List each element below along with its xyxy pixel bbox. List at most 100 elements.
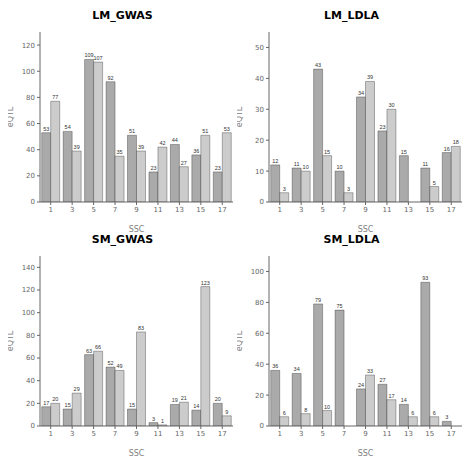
svg-text:10: 10 — [255, 168, 264, 176]
svg-text:SSC: SSC — [358, 225, 374, 232]
svg-text:eQTL: eQTL — [8, 330, 15, 351]
svg-text:39: 39 — [367, 74, 373, 80]
svg-text:10: 10 — [324, 404, 330, 410]
svg-text:14: 14 — [401, 397, 407, 403]
svg-text:107: 107 — [94, 55, 103, 61]
svg-text:51: 51 — [202, 128, 208, 134]
svg-text:3: 3 — [299, 206, 303, 214]
svg-text:1: 1 — [277, 430, 281, 438]
svg-text:20: 20 — [26, 400, 35, 408]
svg-text:11: 11 — [382, 430, 391, 438]
svg-text:5: 5 — [91, 430, 95, 438]
svg-text:5: 5 — [433, 180, 436, 186]
svg-text:30: 30 — [255, 106, 264, 114]
svg-text:15: 15 — [425, 206, 434, 214]
svg-text:120: 120 — [22, 42, 35, 50]
svg-text:66: 66 — [95, 344, 101, 350]
svg-text:3: 3 — [347, 186, 350, 192]
svg-text:39: 39 — [74, 144, 80, 150]
svg-text:60: 60 — [26, 354, 35, 362]
svg-text:3: 3 — [70, 430, 74, 438]
svg-text:SSC: SSC — [358, 449, 374, 456]
svg-text:27: 27 — [181, 160, 187, 166]
svg-text:75: 75 — [336, 303, 342, 309]
svg-text:6: 6 — [433, 410, 436, 416]
svg-text:1: 1 — [161, 418, 164, 424]
svg-text:15: 15 — [129, 402, 135, 408]
svg-text:13: 13 — [404, 430, 413, 438]
svg-text:1: 1 — [277, 206, 281, 214]
svg-text:27: 27 — [379, 377, 385, 383]
svg-text:63: 63 — [86, 348, 92, 354]
svg-text:100: 100 — [22, 309, 35, 317]
svg-text:23: 23 — [379, 124, 385, 130]
svg-text:9: 9 — [363, 206, 367, 214]
svg-text:13: 13 — [404, 206, 413, 214]
svg-text:15: 15 — [196, 206, 205, 214]
svg-text:43: 43 — [315, 62, 321, 68]
svg-text:18: 18 — [453, 139, 459, 145]
svg-text:13: 13 — [175, 206, 184, 214]
svg-text:36: 36 — [272, 363, 278, 369]
svg-text:11: 11 — [382, 206, 391, 214]
svg-text:40: 40 — [26, 377, 35, 385]
svg-text:140: 140 — [22, 264, 35, 272]
svg-text:11: 11 — [153, 430, 162, 438]
svg-text:20: 20 — [255, 137, 264, 145]
svg-text:SSC: SSC — [129, 449, 145, 456]
svg-text:109: 109 — [85, 52, 94, 58]
svg-text:13: 13 — [175, 430, 184, 438]
svg-text:60: 60 — [26, 120, 35, 128]
svg-text:34: 34 — [294, 366, 300, 372]
svg-text:5: 5 — [320, 430, 324, 438]
svg-text:92: 92 — [107, 75, 113, 81]
svg-text:15: 15 — [65, 402, 71, 408]
svg-text:17: 17 — [447, 206, 456, 214]
svg-text:0: 0 — [260, 198, 264, 206]
svg-text:33: 33 — [367, 368, 373, 374]
svg-text:eQTL: eQTL — [8, 106, 15, 127]
svg-text:42: 42 — [159, 140, 165, 146]
svg-text:21: 21 — [181, 395, 187, 401]
svg-text:19: 19 — [172, 397, 178, 403]
svg-text:3: 3 — [445, 414, 448, 420]
svg-text:6: 6 — [411, 410, 414, 416]
svg-text:9: 9 — [134, 206, 138, 214]
svg-text:8: 8 — [304, 407, 307, 413]
svg-text:53: 53 — [224, 126, 230, 132]
svg-text:3: 3 — [152, 416, 155, 422]
svg-text:17: 17 — [43, 400, 49, 406]
svg-text:44: 44 — [172, 137, 178, 143]
svg-text:7: 7 — [342, 430, 346, 438]
svg-text:20: 20 — [215, 396, 221, 402]
svg-text:60: 60 — [255, 330, 264, 338]
svg-text:7: 7 — [342, 206, 346, 214]
svg-text:52: 52 — [107, 360, 113, 366]
svg-text:80: 80 — [26, 332, 35, 340]
svg-text:0: 0 — [260, 422, 264, 430]
svg-text:80: 80 — [255, 299, 264, 307]
svg-text:16: 16 — [444, 146, 450, 152]
svg-text:23: 23 — [150, 165, 156, 171]
svg-text:6: 6 — [283, 410, 286, 416]
svg-text:5: 5 — [91, 206, 95, 214]
svg-text:7: 7 — [113, 430, 117, 438]
svg-text:SSC: SSC — [129, 225, 145, 232]
svg-text:7: 7 — [113, 206, 117, 214]
svg-text:17: 17 — [218, 206, 227, 214]
svg-text:20: 20 — [255, 392, 264, 400]
svg-text:100: 100 — [251, 268, 264, 276]
svg-text:3: 3 — [70, 206, 74, 214]
svg-text:15: 15 — [401, 149, 407, 155]
svg-text:39: 39 — [138, 144, 144, 150]
svg-text:83: 83 — [138, 325, 144, 331]
svg-text:10: 10 — [336, 164, 342, 170]
svg-text:14: 14 — [193, 403, 199, 409]
svg-text:120: 120 — [22, 286, 35, 294]
svg-text:9: 9 — [363, 430, 367, 438]
svg-text:54: 54 — [65, 124, 71, 130]
svg-text:3: 3 — [283, 186, 286, 192]
svg-text:49: 49 — [116, 363, 122, 369]
svg-text:77: 77 — [52, 94, 58, 100]
svg-text:51: 51 — [129, 128, 135, 134]
